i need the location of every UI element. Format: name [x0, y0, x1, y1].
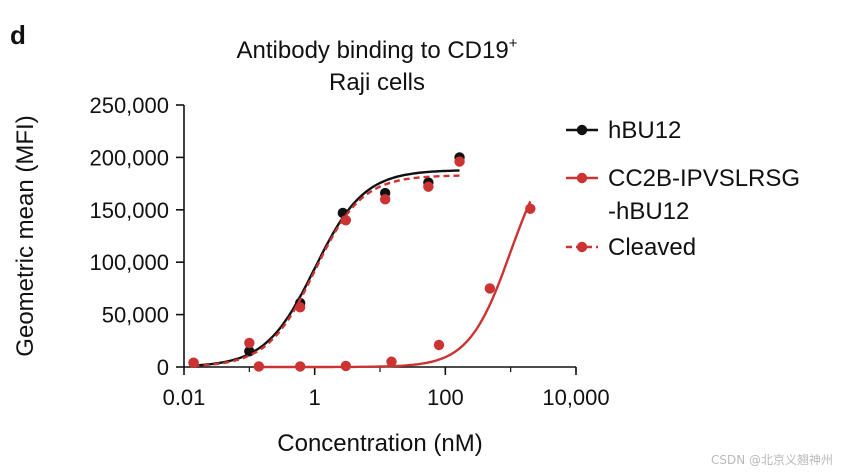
data-point [379, 194, 391, 205]
legend: hBU12 CC2B-IPVSLRSG -hBU12 Cleaved [566, 117, 800, 261]
y-tick-label: 200,000 [89, 145, 169, 170]
legend-marker-swatch [576, 124, 588, 136]
legend-marker-swatch [576, 172, 588, 184]
panel-letter: d [10, 20, 26, 50]
y-axis-label: Geometric mean (MFI) [12, 115, 39, 356]
series-2 [244, 200, 536, 372]
data-point [188, 357, 199, 369]
data-point [340, 215, 352, 226]
x-tick-label: 100 [427, 385, 464, 410]
data-point [294, 361, 306, 372]
data-point [433, 339, 445, 351]
data-point [386, 356, 397, 367]
data-point [484, 283, 496, 294]
legend-item-2: CC2B-IPVSLRSG -hBU12 [566, 165, 800, 225]
legend-item-1: hBU12 [566, 117, 681, 144]
series-fit-curve [193, 174, 460, 368]
data-point [253, 361, 265, 372]
legend-item-3: Cleaved [566, 234, 696, 261]
title-superscript: + [509, 35, 518, 52]
data-point [340, 360, 352, 372]
x-axis-label: Concentration (nM) [277, 430, 482, 457]
y-tick-label: 50,000 [102, 303, 169, 328]
data-point [525, 203, 536, 214]
legend-label: hBU12 [608, 117, 681, 144]
legend-marker-swatch [576, 241, 588, 253]
series-3 [188, 156, 465, 369]
series-fit-curve [193, 169, 460, 367]
data-point [294, 302, 306, 313]
data-point [454, 156, 465, 167]
chart-title-line-1: Antibody binding to CD19+ [237, 35, 518, 64]
data-point [244, 337, 255, 349]
x-tick-label: 1 [309, 385, 321, 410]
y-tick-label: 100,000 [89, 250, 169, 275]
x-tick-label: 10,000 [542, 385, 609, 410]
y-tick-label: 250,000 [89, 93, 169, 118]
legend-label: -hBU12 [608, 198, 689, 225]
chart-title-line-2: Raji cells [329, 69, 425, 96]
axes: 0 50,000 100,000 150,000 200,000 250,000 0.01 1… [89, 93, 609, 410]
series-layer [188, 152, 536, 372]
series-1 [188, 152, 465, 369]
data-point [423, 181, 434, 192]
y-tick-label: 150,000 [89, 198, 169, 223]
watermark: CSDN @北京义翘神州 [710, 453, 833, 467]
x-tick-label: 0.01 [163, 385, 206, 410]
legend-label: Cleaved [608, 234, 696, 261]
legend-label: CC2B-IPVSLRSG [608, 165, 800, 192]
y-tick-label: 0 [157, 355, 169, 380]
